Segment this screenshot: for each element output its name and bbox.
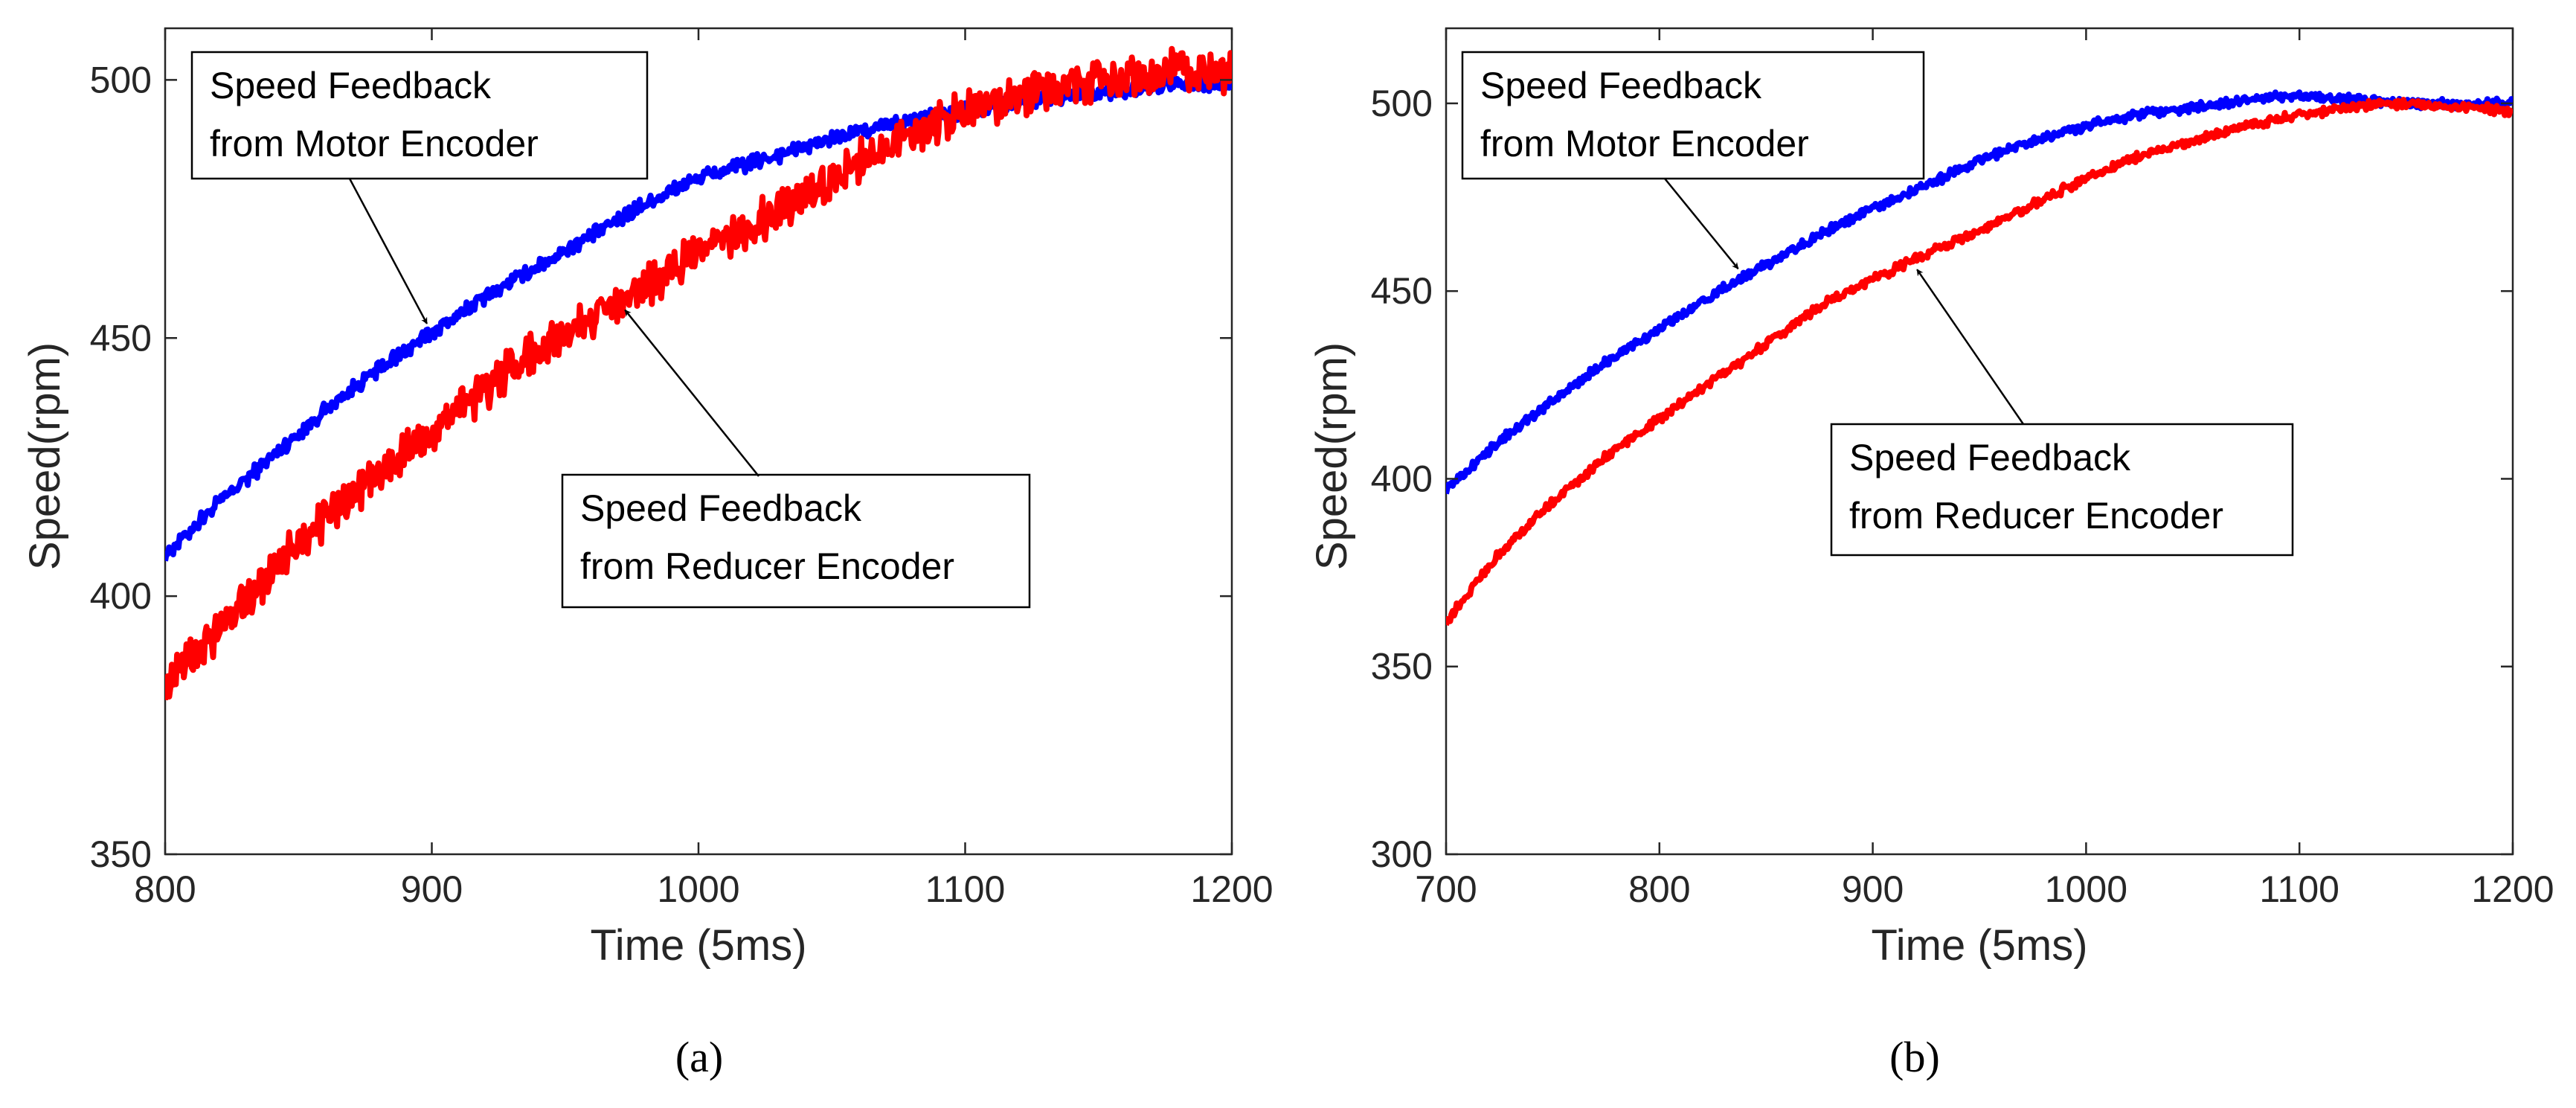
- annotation-text: from Reducer Encoder: [1849, 495, 2223, 537]
- y-tick-label: 450: [1371, 270, 1433, 312]
- chart-b: (b) 700 800 900 1000 1100 1200 300 350 400 450 500…: [1308, 27, 2554, 1081]
- annotation-arrow: [624, 309, 759, 477]
- series-line-reducer: [1446, 97, 2513, 626]
- x-tick-label: 800: [1628, 868, 1690, 910]
- x-tick-label: 700: [1415, 868, 1477, 910]
- series-line-reducer: [165, 45, 1232, 701]
- y-tick-label: 400: [90, 575, 152, 617]
- annotation-arrow: [1916, 269, 2025, 425]
- chart-a: (a) 800 900 1000 1100 1200 350 400 450 500 Time (…: [21, 27, 1273, 1081]
- x-axis-label: Time (5ms): [1871, 921, 2087, 970]
- x-tick-label: 800: [134, 868, 196, 910]
- y-tick-label: 300: [1371, 833, 1433, 875]
- panel-label-b: (b): [1889, 1033, 1940, 1081]
- annotation-text: Speed Feedback: [580, 487, 862, 529]
- annotation-arrow: [1664, 178, 1739, 269]
- annotation-arrow: [348, 178, 428, 324]
- x-tick-label: 1000: [657, 868, 739, 910]
- x-axis-label: Time (5ms): [590, 921, 806, 970]
- x-tick-label: 1200: [1190, 868, 1273, 910]
- annotation-text: from Motor Encoder: [1480, 123, 1809, 164]
- panel-label-a: (a): [675, 1033, 723, 1081]
- y-tick-label: 450: [90, 317, 152, 359]
- y-axis-label: Speed(rpm): [21, 342, 69, 570]
- x-tick-label: 1100: [2259, 868, 2339, 910]
- annotation-box-motor: [190, 51, 649, 180]
- x-tick-label: 1200: [2471, 868, 2554, 910]
- y-tick-label: 350: [90, 833, 152, 875]
- y-axis-label: Speed(rpm): [1308, 342, 1356, 570]
- y-tick-label: 400: [1371, 458, 1433, 499]
- y-tick-label: 350: [1371, 646, 1433, 688]
- annotation-box-reducer: [1830, 423, 2294, 557]
- x-tick-label: 900: [401, 868, 463, 910]
- y-tick-label: 500: [90, 59, 152, 100]
- x-tick-label: 900: [1842, 868, 1904, 910]
- annotation-text: Speed Feedback: [1480, 65, 1762, 106]
- y-tick-label: 500: [1371, 83, 1433, 124]
- x-tick-label: 1000: [2045, 868, 2127, 910]
- annotation-text: Speed Feedback: [1849, 437, 2131, 478]
- annotation-text: from Motor Encoder: [210, 123, 539, 164]
- annotation-box-motor: [1461, 51, 1925, 180]
- x-tick-label: 1100: [925, 868, 1006, 910]
- annotation-text: Speed Feedback: [210, 65, 492, 106]
- annotation-box-reducer: [561, 473, 1031, 609]
- series-line-motor: [1446, 89, 2513, 495]
- annotation-text: from Reducer Encoder: [580, 545, 954, 587]
